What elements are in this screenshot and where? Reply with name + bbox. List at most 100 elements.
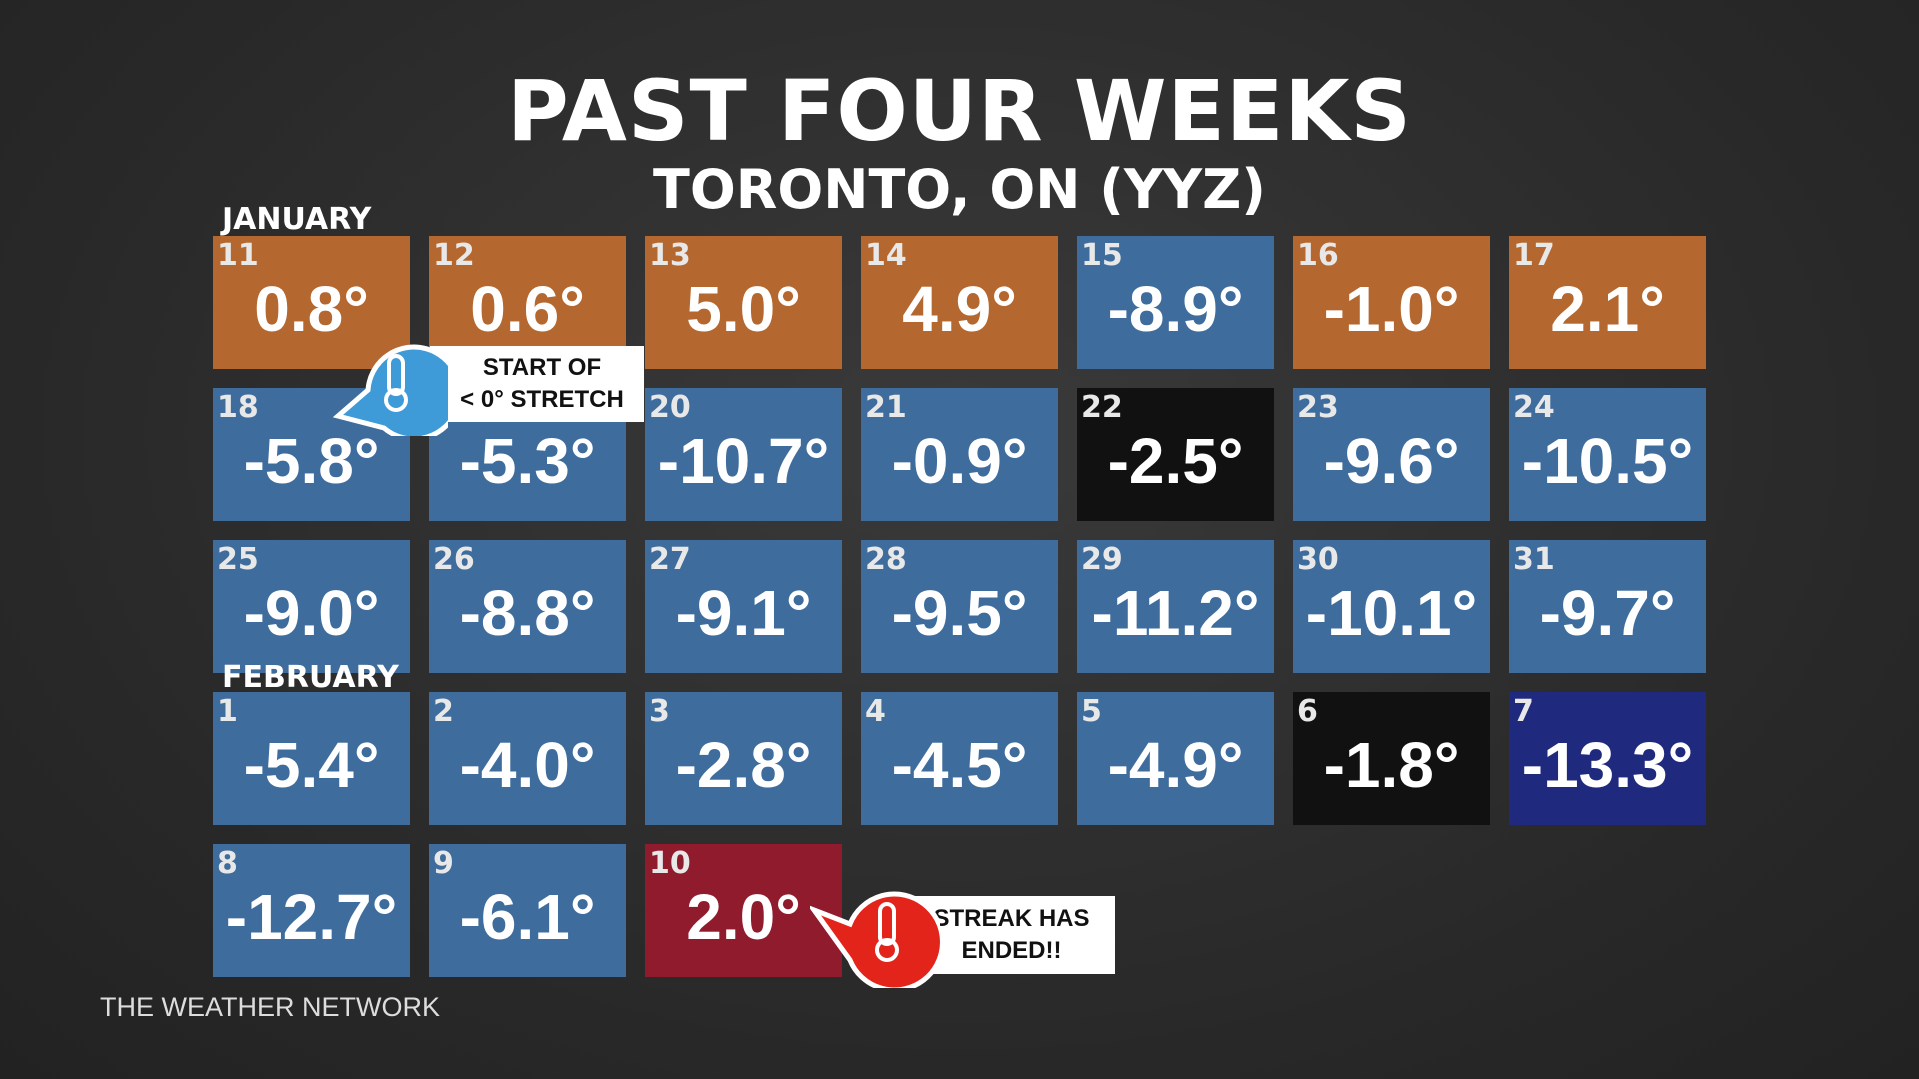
temperature: -4.9° xyxy=(1107,729,1244,801)
temperature: 5.0° xyxy=(686,273,801,345)
callout-box: START OF < 0° STRETCH xyxy=(430,346,644,422)
temperature: -10.5° xyxy=(1521,425,1694,497)
footer-brand: THE WEATHER NETWORK xyxy=(100,992,440,1022)
day-number: 20 xyxy=(649,390,691,425)
day-number: 21 xyxy=(865,390,907,425)
day-cell: 5 -4.9° xyxy=(1077,692,1274,825)
day-cell: 10 2.0° xyxy=(645,844,842,977)
day-number: 24 xyxy=(1513,390,1555,425)
day-number: 23 xyxy=(1297,390,1339,425)
day-cell: 7 -13.3° xyxy=(1509,692,1706,825)
day-number: 22 xyxy=(1081,390,1123,425)
day-cell: 3 -2.8° xyxy=(645,692,842,825)
day-cell: 4 -4.5° xyxy=(861,692,1058,825)
callout-icon xyxy=(332,344,448,436)
day-number: 11 xyxy=(217,238,259,273)
temperature: -0.9° xyxy=(891,425,1028,497)
day-number: 27 xyxy=(649,542,691,577)
day-number: 8 xyxy=(217,846,238,881)
day-cell: 1 -5.4° xyxy=(213,692,410,825)
day-number: 26 xyxy=(433,542,475,577)
day-cell: 30 -10.1° xyxy=(1293,540,1490,673)
day-cell: 6 -1.8° xyxy=(1293,692,1490,825)
day-cell: 26 -8.8° xyxy=(429,540,626,673)
day-number: 30 xyxy=(1297,542,1339,577)
thermometer xyxy=(878,902,896,946)
temperature: -5.4° xyxy=(243,729,380,801)
thermometer-bulb xyxy=(875,938,899,962)
day-cell: 24 -10.5° xyxy=(1509,388,1706,521)
day-cell: 14 4.9° xyxy=(861,236,1058,369)
day-number: 9 xyxy=(433,846,454,881)
day-number: 28 xyxy=(865,542,907,577)
day-number: 15 xyxy=(1081,238,1123,273)
title: PAST FOUR WEEKS xyxy=(507,62,1412,160)
temperature: -1.8° xyxy=(1323,729,1460,801)
day-number: 13 xyxy=(649,238,691,273)
day-number: 17 xyxy=(1513,238,1555,273)
icon-shape xyxy=(810,891,940,988)
callout-text: START OF xyxy=(482,353,602,381)
temperature: -8.8° xyxy=(459,577,596,649)
temperature: -4.0° xyxy=(459,729,596,801)
temperature: -9.1° xyxy=(675,577,812,649)
day-number: 18 xyxy=(217,390,259,425)
day-number: 6 xyxy=(1297,694,1318,729)
callout-text: < 0° STRETCH xyxy=(460,386,624,413)
day-cell: 22 -2.5° xyxy=(1077,388,1274,521)
day-number: 12 xyxy=(433,238,475,273)
temperature: -12.7° xyxy=(225,881,398,953)
callout-text: ENDED!! xyxy=(961,937,1062,964)
day-cell: 13 5.0° xyxy=(645,236,842,369)
day-cell: 2 -4.0° xyxy=(429,692,626,825)
temperature: -1.0° xyxy=(1323,273,1460,345)
temperature: -5.3° xyxy=(459,425,596,497)
callout-icon xyxy=(810,891,940,988)
temperature: 4.9° xyxy=(902,273,1017,345)
day-cell: 17 2.1° xyxy=(1509,236,1706,369)
day-number: 31 xyxy=(1513,542,1555,577)
subtitle: TORONTO, ON (YYZ) xyxy=(653,158,1266,221)
day-cell: 29 -11.2° xyxy=(1077,540,1274,673)
day-cell: 16 -1.0° xyxy=(1293,236,1490,369)
temperature: 2.0° xyxy=(686,881,801,953)
temperature: -8.9° xyxy=(1107,273,1244,345)
day-cell: 15 -8.9° xyxy=(1077,236,1274,369)
temperature: -4.5° xyxy=(891,729,1028,801)
day-cell: 25 -9.0° xyxy=(213,540,410,673)
day-number: 2 xyxy=(433,694,454,729)
day-cell: 11 0.8° xyxy=(213,236,410,369)
temperature: 2.1° xyxy=(1550,273,1665,345)
temperature: -5.8° xyxy=(243,425,380,497)
day-cell: 27 -9.1° xyxy=(645,540,842,673)
day-number: 29 xyxy=(1081,542,1123,577)
day-number: 4 xyxy=(865,694,886,729)
day-number: 5 xyxy=(1081,694,1102,729)
temperature: -9.5° xyxy=(891,577,1028,649)
day-cell: 28 -9.5° xyxy=(861,540,1058,673)
temperature: -2.5° xyxy=(1107,425,1244,497)
temperature: -9.6° xyxy=(1323,425,1460,497)
temperature: -6.1° xyxy=(459,881,596,953)
day-number: 10 xyxy=(649,846,691,881)
temperature: -9.0° xyxy=(243,577,380,649)
day-cell: 9 -6.1° xyxy=(429,844,626,977)
day-number: 16 xyxy=(1297,238,1339,273)
temperature: -10.7° xyxy=(657,425,830,497)
temperature: -9.7° xyxy=(1539,577,1676,649)
day-number: 7 xyxy=(1513,694,1534,729)
day-cell: 20 -10.7° xyxy=(645,388,842,521)
day-number: 14 xyxy=(865,238,907,273)
thermometer xyxy=(387,354,405,396)
temperature: -2.8° xyxy=(675,729,812,801)
temperature: -11.2° xyxy=(1091,577,1260,649)
day-number: 25 xyxy=(217,542,259,577)
callout-text: STREAK HAS xyxy=(933,904,1090,932)
month-label: FEBRUARY xyxy=(222,660,399,695)
day-number: 1 xyxy=(217,694,238,729)
temperature: -13.3° xyxy=(1521,729,1694,801)
temperature: 0.8° xyxy=(254,273,369,345)
day-cell: 23 -9.6° xyxy=(1293,388,1490,521)
day-cell: 31 -9.7° xyxy=(1509,540,1706,673)
